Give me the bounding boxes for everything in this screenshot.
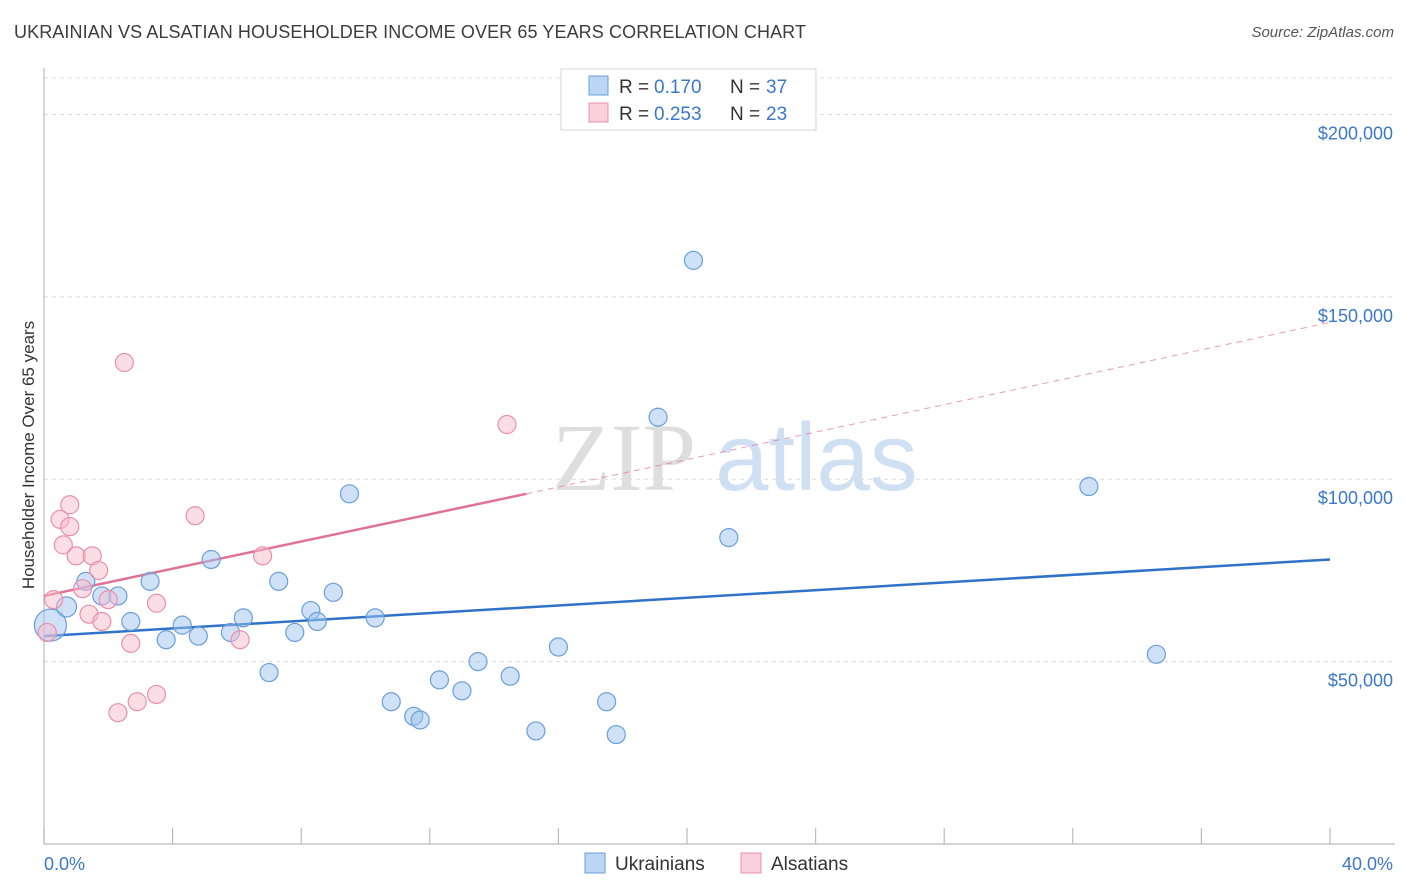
point-ukrainians bbox=[548, 637, 569, 657]
point-ukrainians bbox=[172, 615, 192, 635]
point-ukrainians bbox=[452, 681, 472, 701]
point-alsatians bbox=[60, 495, 80, 515]
point-alsatians bbox=[253, 546, 273, 566]
legend-r-value: 0.170 bbox=[654, 77, 702, 98]
point-alsatians bbox=[127, 692, 147, 712]
point-alsatians bbox=[146, 593, 167, 613]
legend-r-label: R = bbox=[619, 104, 649, 125]
point-ukrainians bbox=[500, 666, 520, 686]
point-ukrainians bbox=[429, 670, 450, 690]
point-ukrainians bbox=[1079, 476, 1099, 497]
point-ukrainians bbox=[683, 250, 704, 270]
x-tick-label-max: 40.0% bbox=[1342, 854, 1393, 874]
source-label: Source: ZipAtlas.com bbox=[1251, 24, 1394, 41]
point-ukrainians bbox=[140, 571, 160, 591]
point-ukrainians bbox=[648, 407, 668, 427]
legend-r-value: 0.253 bbox=[654, 104, 702, 125]
point-ukrainians bbox=[307, 611, 327, 632]
trend-extension-alsatians bbox=[526, 321, 1331, 495]
axes bbox=[43, 68, 1395, 845]
point-ukrainians bbox=[121, 611, 141, 632]
y-tick-labels: $50,000 $100,000 $150,000 $200,000 bbox=[1318, 123, 1393, 690]
chart-title: UKRAINIAN VS ALSATIAN HOUSEHOLDER INCOME… bbox=[14, 22, 807, 42]
point-ukrainians bbox=[323, 582, 343, 602]
point-ukrainians bbox=[606, 724, 626, 745]
legend-n-label: N = bbox=[730, 77, 760, 98]
y-tick-label: $150,000 bbox=[1318, 306, 1393, 326]
point-alsatians bbox=[497, 414, 517, 435]
point-ukrainians bbox=[1146, 644, 1166, 664]
point-alsatians bbox=[60, 517, 80, 537]
y-tick-label: $50,000 bbox=[1328, 671, 1393, 691]
bottom-legend-label-ukrainians: Ukrainians bbox=[615, 854, 705, 875]
point-alsatians bbox=[98, 590, 118, 610]
bottom-legend-swatch-alsatians bbox=[740, 852, 762, 874]
point-alsatians bbox=[53, 535, 73, 555]
point-alsatians bbox=[185, 506, 205, 526]
point-alsatians bbox=[72, 579, 93, 599]
point-ukrainians bbox=[188, 626, 208, 646]
trend-lines bbox=[43, 321, 1331, 638]
point-ukrainians bbox=[339, 484, 360, 504]
legend-r-label: R = bbox=[619, 77, 649, 98]
point-ukrainians bbox=[285, 622, 305, 643]
point-ukrainians bbox=[269, 571, 289, 591]
point-ukrainians bbox=[201, 549, 221, 570]
point-alsatians bbox=[66, 546, 86, 566]
legend-n-value: 23 bbox=[766, 104, 787, 125]
point-alsatians bbox=[37, 622, 57, 643]
point-ukrainians bbox=[526, 721, 546, 741]
point-ukrainians bbox=[410, 710, 430, 730]
bottom-legend-label-alsatians: Alsatians bbox=[771, 854, 848, 875]
point-ukrainians bbox=[381, 692, 401, 712]
trend-line-alsatians bbox=[43, 492, 527, 598]
point-alsatians bbox=[92, 611, 112, 632]
point-alsatians bbox=[121, 633, 141, 653]
point-alsatians bbox=[108, 703, 128, 723]
y-axis-title: Householder Income Over 65 years bbox=[19, 321, 38, 589]
point-ukrainians bbox=[259, 662, 279, 683]
legend-n-value: 37 bbox=[766, 77, 787, 98]
y-tick-label: $200,000 bbox=[1318, 123, 1393, 143]
legend-n-label: N = bbox=[730, 104, 760, 125]
watermark-zip: ZIP bbox=[552, 404, 696, 511]
point-alsatians bbox=[89, 560, 109, 581]
watermark: ZIP atlas bbox=[552, 404, 918, 511]
grid-lines bbox=[44, 77, 1395, 663]
y-tick-label: $100,000 bbox=[1318, 488, 1393, 508]
series-legend: Ukrainians Alsatians bbox=[584, 852, 848, 875]
point-alsatians bbox=[146, 684, 167, 705]
point-ukrainians bbox=[468, 652, 488, 672]
point-ukrainians bbox=[365, 608, 385, 628]
x-tick-label-min: 0.0% bbox=[44, 854, 85, 874]
legend-swatch-alsatians bbox=[588, 102, 609, 123]
watermark-atlas: atlas bbox=[715, 404, 918, 511]
trend-line-ukrainians bbox=[43, 558, 1331, 638]
legend-swatch-ukrainians bbox=[588, 75, 609, 96]
stats-legend: R = 0.170 N = 37 R = 0.253 N = 23 bbox=[560, 68, 817, 131]
point-ukrainians bbox=[233, 608, 253, 628]
point-alsatians bbox=[114, 352, 134, 373]
point-alsatians bbox=[230, 630, 250, 650]
data-points bbox=[33, 250, 1166, 745]
x-tick-labels: 0.0% 40.0% bbox=[44, 854, 1393, 874]
point-alsatians bbox=[44, 590, 64, 610]
point-ukrainians bbox=[597, 692, 617, 712]
point-ukrainians bbox=[719, 527, 739, 548]
point-ukrainians bbox=[156, 630, 176, 650]
bottom-legend-swatch-ukrainians bbox=[584, 852, 606, 874]
